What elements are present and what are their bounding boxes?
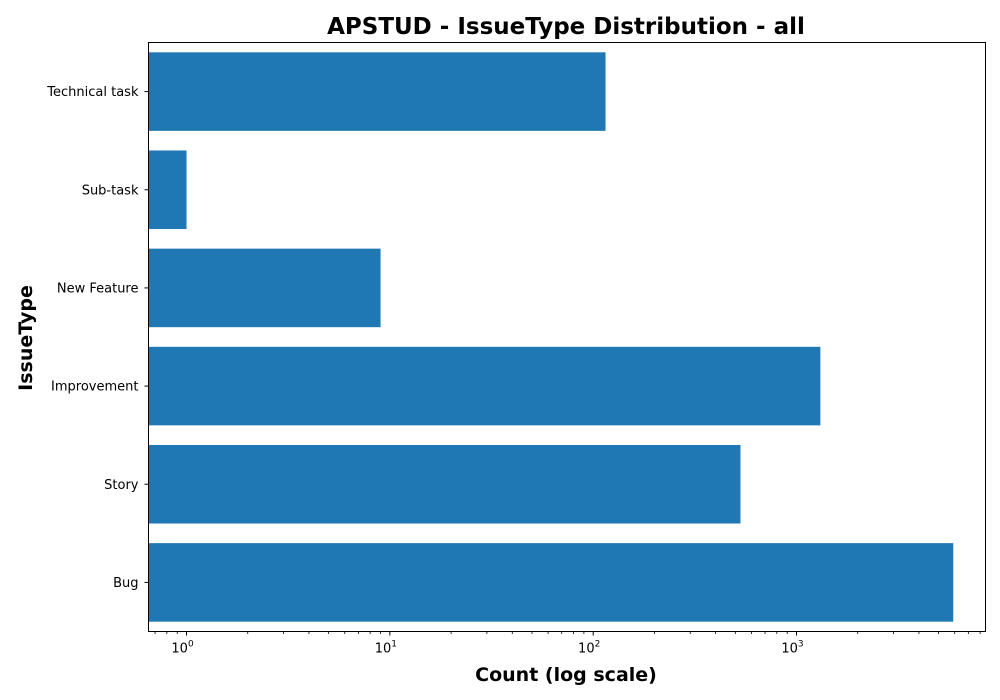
x-axis-label: Count (log scale) xyxy=(475,664,657,686)
x-tick-label-2: 102 xyxy=(578,640,600,657)
bar-new-feature xyxy=(148,248,381,328)
bar-sub-task xyxy=(148,150,187,230)
y-tick-label-bug: Bug xyxy=(113,576,138,591)
y-axis-ticks: Bug Story Improvement New Feature Sub-task Te… xyxy=(46,85,149,591)
x-tick-label-3: 103 xyxy=(781,640,803,657)
bar-improvement xyxy=(148,346,821,426)
x-tick-label-1: 101 xyxy=(375,640,397,657)
bar-story xyxy=(148,444,741,524)
bar-technical-task xyxy=(148,52,606,131)
y-tick-label-improvement: Improvement xyxy=(51,380,138,395)
bars xyxy=(148,52,954,622)
y-tick-label-technical-task: Technical task xyxy=(46,85,139,100)
chart-title: APSTUD - IssueType Distribution - all xyxy=(327,14,805,40)
x-axis-ticks: 100 101 102 103 xyxy=(154,631,981,657)
y-axis-label: IssueType xyxy=(15,285,37,391)
y-tick-label-story: Story xyxy=(104,478,139,493)
bar-bug xyxy=(148,543,954,622)
plot-frame xyxy=(148,42,986,632)
x-tick-label-0: 100 xyxy=(171,640,194,657)
y-tick-label-new-feature: New Feature xyxy=(57,281,139,296)
y-tick-label-sub-task: Sub-task xyxy=(82,183,139,198)
